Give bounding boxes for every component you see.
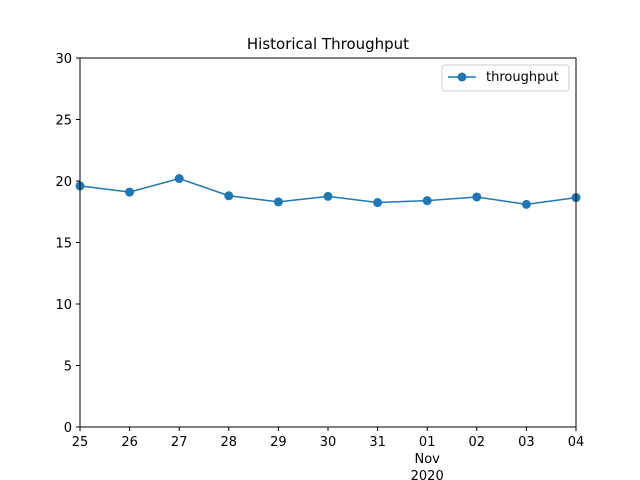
data-point bbox=[224, 191, 234, 201]
x-tick-label: 01 bbox=[419, 435, 436, 450]
plot-frame bbox=[79, 57, 577, 428]
y-tick-label: 5 bbox=[64, 360, 72, 375]
x-tick-label: 03 bbox=[518, 435, 535, 450]
y-tick-label: 0 bbox=[64, 421, 72, 436]
x-tick-label: 04 bbox=[568, 435, 585, 450]
data-point bbox=[174, 174, 184, 184]
y-tick-label: 10 bbox=[55, 298, 72, 313]
data-point bbox=[422, 196, 432, 206]
legend-label-throughput: throughput bbox=[486, 70, 559, 85]
chart-title: Historical Throughput bbox=[247, 35, 409, 53]
x-tick-label: 26 bbox=[121, 435, 138, 450]
x-tick-label: 29 bbox=[270, 435, 287, 450]
data-point bbox=[521, 199, 531, 209]
x-tick-label: 28 bbox=[221, 435, 238, 450]
data-point bbox=[472, 192, 482, 202]
y-tick-label: 30 bbox=[55, 52, 72, 67]
y-tick-label: 25 bbox=[55, 114, 72, 129]
data-point bbox=[323, 191, 333, 201]
x-tick-label: 30 bbox=[320, 435, 337, 450]
legend-marker-swatch bbox=[457, 72, 467, 82]
x-year-label: 2020 bbox=[411, 469, 444, 480]
x-tick-label: 27 bbox=[171, 435, 188, 450]
y-axis: 0 5 10 15 20 25 30 bbox=[55, 52, 80, 436]
data-point bbox=[373, 198, 383, 208]
data-point bbox=[125, 187, 135, 197]
legend: throughput bbox=[441, 64, 570, 92]
legend-box bbox=[441, 64, 570, 92]
x-tick-label: 25 bbox=[72, 435, 89, 450]
y-tick-label: 15 bbox=[55, 237, 72, 252]
x-tick-label: 31 bbox=[369, 435, 386, 450]
series-layer bbox=[75, 174, 581, 209]
x-tick-label: 02 bbox=[469, 435, 486, 450]
y-tick-label: 20 bbox=[55, 175, 72, 190]
x-month-label: Nov bbox=[415, 452, 441, 467]
data-point bbox=[273, 197, 283, 207]
x-axis: 25 26 27 28 29 30 31 01 02 03 04 Nov 2020 bbox=[72, 427, 585, 480]
